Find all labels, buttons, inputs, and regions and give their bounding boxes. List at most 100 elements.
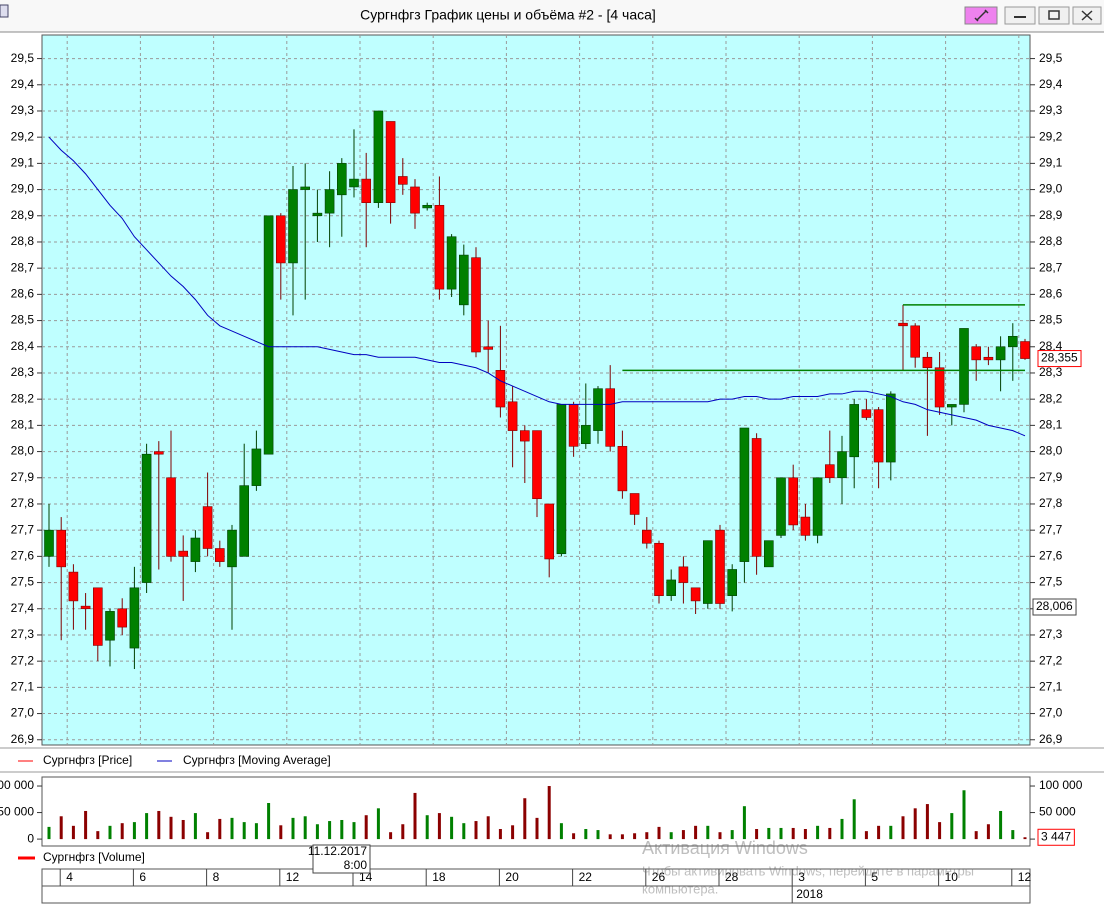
tooltip-time: 8:00 (344, 858, 368, 872)
volume-bar (498, 829, 502, 840)
y-tick-label: 29,1 (11, 156, 35, 170)
candle-body (849, 404, 859, 458)
volume-bar (559, 823, 563, 840)
volume-bar (669, 832, 673, 840)
y-tick-label: 28,3 (11, 365, 35, 379)
value-marker-box (1037, 350, 1082, 368)
volume-bar (450, 816, 454, 840)
candle-body (1007, 335, 1018, 348)
candle-body (898, 322, 908, 327)
volume-bar (1011, 830, 1015, 840)
y-tick-label: 28,7 (1039, 260, 1063, 274)
candle-body (178, 550, 189, 557)
candle-body (837, 451, 847, 479)
watermark: Чтобы активировать Windows, перейдите в … (642, 863, 974, 878)
candle-body (763, 540, 774, 568)
candle-body (56, 529, 67, 568)
y-tick-label: 28,4 (1039, 339, 1063, 353)
x-tick-label: 20 (505, 870, 519, 884)
volume-bar (84, 810, 88, 840)
candle-body (995, 346, 1006, 361)
candle-body (190, 537, 201, 562)
y-tick-label: 50 000 (0, 805, 34, 819)
minimize-button[interactable] (1004, 6, 1036, 25)
volume-bar (986, 824, 990, 840)
volume-bar (779, 827, 783, 840)
volume-bar (645, 832, 649, 840)
candle-body (251, 448, 262, 486)
x-tick-label: 8 (213, 870, 220, 884)
candle-body (824, 464, 835, 479)
candle-body (373, 110, 384, 203)
candle-body (300, 186, 311, 190)
link-icon (974, 9, 989, 22)
y-tick-label: 27,5 (11, 575, 35, 589)
candle-body (727, 569, 737, 596)
volume-bar (901, 816, 905, 840)
y-tick-label: 28,5 (1039, 313, 1063, 327)
volume-bar (267, 803, 271, 840)
volume-bar (230, 817, 234, 840)
candle-body (398, 176, 408, 185)
candle-body (495, 370, 506, 408)
volume-bar (47, 826, 51, 840)
volume-bar (437, 813, 441, 840)
x-tick-label: 28 (725, 870, 739, 884)
volume-bar (376, 808, 380, 840)
volume-bar (974, 831, 978, 840)
y-tick-label: 27,6 (1039, 549, 1063, 563)
volume-bar (303, 816, 307, 840)
volume-bar (572, 833, 576, 840)
candle-body (971, 346, 981, 361)
legend-label: Сургнфгз [Moving Average] (183, 753, 331, 767)
restore-button[interactable] (1038, 6, 1070, 25)
volume-bar (620, 834, 624, 840)
y-tick-label: 100 000 (1039, 778, 1083, 792)
y-tick-label: 27,8 (11, 496, 35, 510)
volume-bar (120, 823, 124, 840)
volume-bar (596, 830, 600, 840)
volume-bar (840, 818, 844, 840)
value-marker-label: 3 447 (1041, 829, 1071, 843)
volume-bar (218, 818, 222, 840)
candle-body (690, 587, 701, 602)
volume-bar (315, 824, 319, 840)
y-tick-label: 29,5 (1039, 51, 1063, 65)
volume-bar (181, 819, 185, 840)
volume-bar (913, 808, 917, 840)
volume-bar (206, 832, 210, 840)
y-tick-label: 28,7 (11, 260, 35, 274)
volume-bar (803, 829, 807, 840)
candle-body (483, 346, 494, 350)
volume-bar (413, 792, 417, 840)
x-tick-label: 5 (871, 870, 878, 884)
candle-body (263, 215, 274, 455)
candle-body (556, 404, 567, 555)
volume-bar (962, 790, 966, 840)
volume-bar (608, 834, 612, 840)
volume-bar (816, 825, 820, 840)
candle-body (751, 438, 762, 557)
candle-body (239, 485, 250, 557)
y-tick-label: 27,3 (1039, 627, 1063, 641)
close-icon (1081, 10, 1093, 21)
volume-bar (474, 821, 478, 840)
side-label: 28,006 (1036, 599, 1073, 613)
candle-body (629, 493, 640, 515)
volume-bar (364, 815, 368, 840)
volume-bar (706, 825, 710, 840)
y-tick-label: 29,2 (11, 129, 35, 143)
volume-bar (242, 822, 246, 840)
candle-body (44, 529, 54, 557)
y-tick-label: 28,6 (11, 287, 35, 301)
y-tick-label: 26,9 (1039, 732, 1063, 746)
y-tick-label: 27,0 (11, 706, 35, 720)
year-axis-row (41, 885, 1031, 904)
candle-body (288, 189, 298, 264)
candle-body (617, 446, 628, 492)
y-tick-label: 29,3 (11, 103, 35, 117)
y-tick-label: 27,9 (1039, 470, 1063, 484)
y-tick-label: 26,9 (11, 732, 35, 746)
candle-body (337, 163, 347, 196)
